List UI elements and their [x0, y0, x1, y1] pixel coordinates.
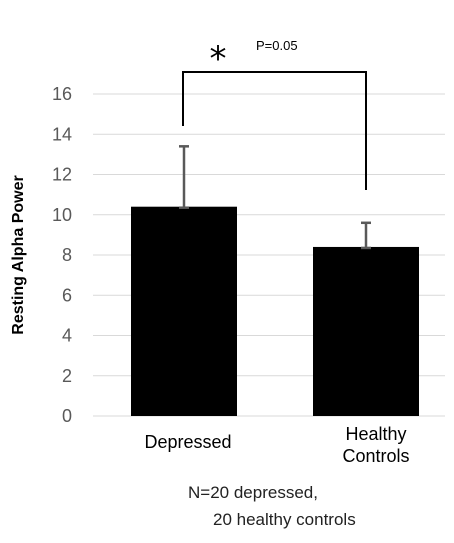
- y-tick-label: 14: [52, 124, 72, 144]
- significance-star: *: [210, 39, 227, 79]
- significance-bracket: * P=0.05: [182, 38, 367, 190]
- y-tick-label: 6: [62, 285, 72, 305]
- y-tick-label: 4: [62, 326, 72, 346]
- sample-size-note-line2: 20 healthy controls: [213, 510, 356, 529]
- bar: [131, 206, 237, 416]
- category-label-line: Healthy: [345, 424, 406, 444]
- bars: [131, 206, 419, 416]
- y-tick-labels: 0 2 4 6 8 10 12 14 16: [52, 84, 72, 426]
- y-tick-label: 12: [52, 165, 72, 185]
- sample-size-note-line1: N=20 depressed,: [188, 483, 318, 502]
- y-tick-label: 2: [62, 366, 72, 386]
- y-tick-label: 0: [62, 406, 72, 426]
- error-bars: [179, 145, 371, 250]
- category-label-line: Controls: [342, 446, 409, 466]
- y-tick-label: 10: [52, 205, 72, 225]
- category-label-line: Depressed: [144, 432, 231, 452]
- bar: [313, 246, 419, 416]
- significance-bracket-line: [182, 71, 367, 190]
- p-value-label: P=0.05: [256, 38, 298, 53]
- y-axis-label: Resting Alpha Power: [10, 175, 27, 334]
- category-labels: Depressed Healthy Controls: [144, 424, 409, 466]
- y-tick-label: 8: [62, 245, 72, 265]
- y-tick-label: 16: [52, 84, 72, 104]
- category-label: Depressed: [144, 432, 231, 452]
- category-label: Healthy Controls: [342, 424, 409, 466]
